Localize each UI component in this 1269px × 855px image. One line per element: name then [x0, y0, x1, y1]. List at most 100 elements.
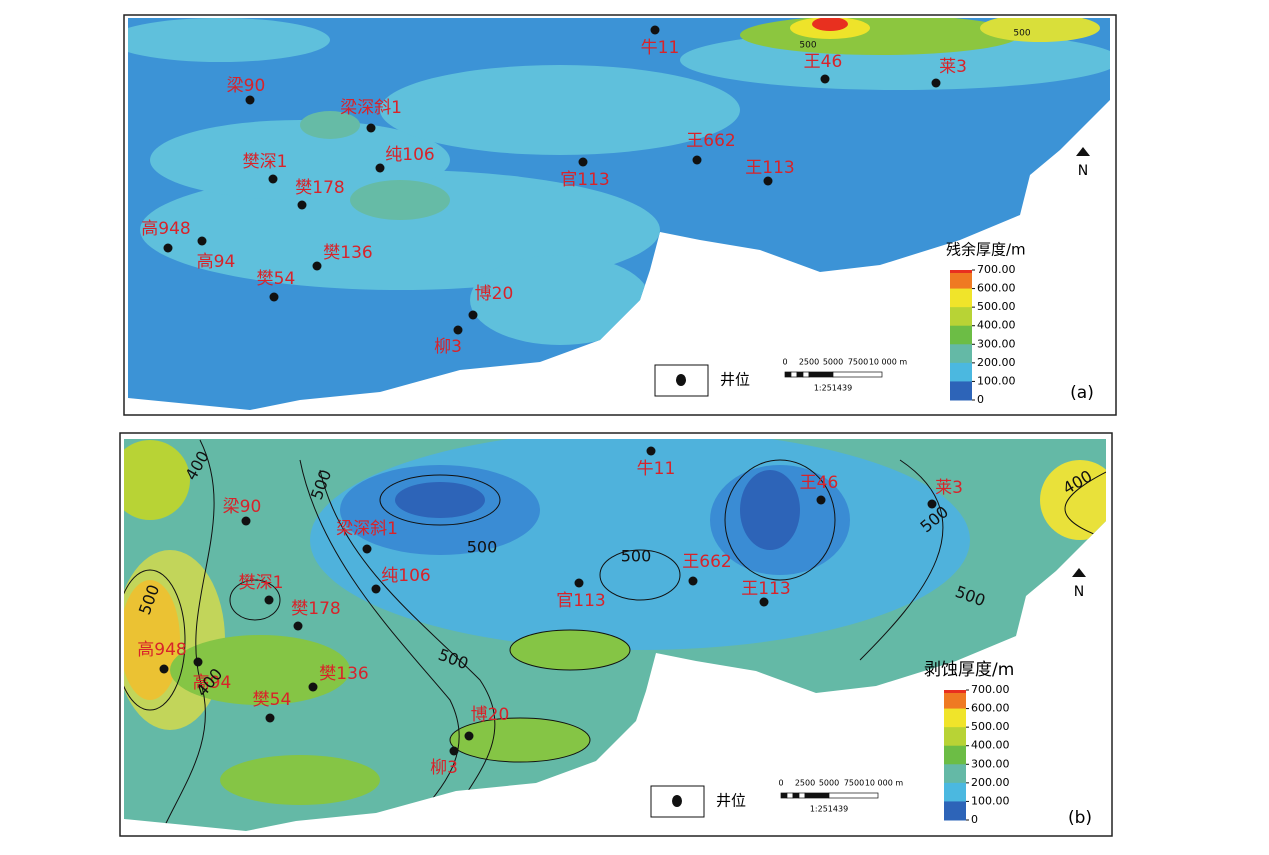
color-tick-label: 0 — [977, 393, 984, 406]
scale-segment — [798, 792, 806, 799]
well-label: 莱3 — [939, 57, 967, 77]
well-label: 牛11 — [637, 459, 676, 479]
well-label: 樊178 — [295, 178, 344, 198]
well-label: 牛11 — [641, 38, 680, 58]
contour-label: 500 — [1013, 29, 1030, 39]
well-dot — [193, 657, 203, 667]
panel-frame — [119, 432, 1113, 837]
color-band — [950, 381, 972, 401]
well-dot — [574, 578, 584, 588]
well-dot — [468, 310, 478, 320]
contour-label: 500 — [467, 538, 498, 557]
well-label: 梁90 — [223, 497, 262, 517]
scale-segment — [796, 371, 804, 378]
well-dot — [265, 713, 275, 723]
color-tick-label: 400.00 — [971, 739, 1010, 752]
scale-segment — [786, 792, 794, 799]
well-dot — [578, 157, 588, 167]
well-label: 樊54 — [257, 269, 296, 289]
color-tick-label: 600.00 — [971, 702, 1010, 715]
well-dot — [163, 243, 173, 253]
panel-label: (b) — [1068, 808, 1092, 828]
scale-ratio: 1:251439 — [810, 805, 848, 814]
color-band — [950, 270, 972, 290]
well-label: 梁深斜1 — [340, 98, 402, 118]
color-band — [950, 325, 972, 345]
well-dot — [453, 325, 463, 335]
contour-label: 500 — [799, 41, 816, 51]
well-dot — [927, 499, 937, 509]
color-tick-label: 200.00 — [977, 356, 1016, 369]
well-label: 高94 — [197, 252, 236, 272]
panel-frame — [123, 14, 1117, 416]
scale-segment — [828, 792, 879, 799]
legend-dot — [672, 795, 682, 807]
scale-segment — [802, 371, 810, 378]
well-label: 纯106 — [381, 566, 430, 586]
well-label: 纯106 — [385, 145, 434, 165]
well-dot — [197, 236, 207, 246]
well-label: 樊54 — [253, 690, 292, 710]
scale-segment — [780, 792, 788, 799]
well-dot — [820, 74, 830, 84]
well-label: 博20 — [471, 705, 510, 725]
color-tick-label: 400.00 — [977, 319, 1016, 332]
well-label: 樊深1 — [243, 152, 288, 172]
color-tick-label: 500.00 — [977, 300, 1016, 313]
contour-label: 500 — [621, 547, 652, 566]
well-label: 官113 — [560, 170, 609, 190]
color-band — [944, 745, 966, 765]
well-label: 莱3 — [935, 478, 963, 498]
scale-tick: 5000 — [819, 779, 839, 788]
legend-title: 剥蚀厚度/m — [924, 660, 1014, 680]
well-label: 高94 — [193, 673, 232, 693]
color-band — [950, 362, 972, 382]
well-dot — [159, 664, 169, 674]
color-tick-label: 700.00 — [977, 263, 1016, 276]
well-label: 博20 — [475, 284, 514, 304]
well-dot — [650, 25, 660, 35]
north-arrow — [1072, 568, 1086, 577]
well-label: 柳3 — [434, 337, 462, 357]
scale-tick: 7500 — [844, 779, 864, 788]
color-band — [944, 708, 966, 728]
well-label: 王113 — [741, 579, 790, 599]
north-label: N — [1074, 584, 1084, 600]
well-label: 柳3 — [430, 758, 458, 778]
well-dot — [759, 597, 769, 607]
color-tick-label: 100.00 — [977, 374, 1016, 387]
well-label: 梁深斜1 — [336, 519, 398, 539]
scale-tick: 0 — [782, 358, 787, 367]
scale-segment — [792, 792, 800, 799]
color-top — [950, 270, 972, 273]
well-label: 高948 — [137, 640, 186, 660]
color-band — [944, 727, 966, 747]
color-tick-label: 500.00 — [971, 720, 1010, 733]
well-label: 樊深1 — [239, 573, 284, 593]
well-label: 官113 — [556, 591, 605, 611]
well-label: 王113 — [745, 158, 794, 178]
scale-segment — [808, 371, 834, 378]
well-label: 王46 — [804, 52, 843, 72]
well-dot — [268, 174, 278, 184]
well-dot — [816, 495, 826, 505]
color-tick-label: 700.00 — [971, 683, 1010, 696]
well-label: 王46 — [800, 473, 839, 493]
well-label: 梁90 — [227, 76, 266, 96]
scale-tick: 2500 — [795, 779, 815, 788]
well-dot — [464, 731, 474, 741]
scale-tick: 5000 — [823, 358, 843, 367]
map-b — [124, 439, 1106, 831]
well-dot — [264, 595, 274, 605]
well-dot — [763, 176, 773, 186]
color-band — [950, 307, 972, 327]
well-dot — [692, 155, 702, 165]
scale-segment — [790, 371, 798, 378]
color-band — [944, 690, 966, 710]
color-tick-label: 200.00 — [971, 776, 1010, 789]
well-dot — [375, 163, 385, 173]
well-dot — [688, 576, 698, 586]
well-dot — [371, 584, 381, 594]
well-label: 樊178 — [291, 599, 340, 619]
